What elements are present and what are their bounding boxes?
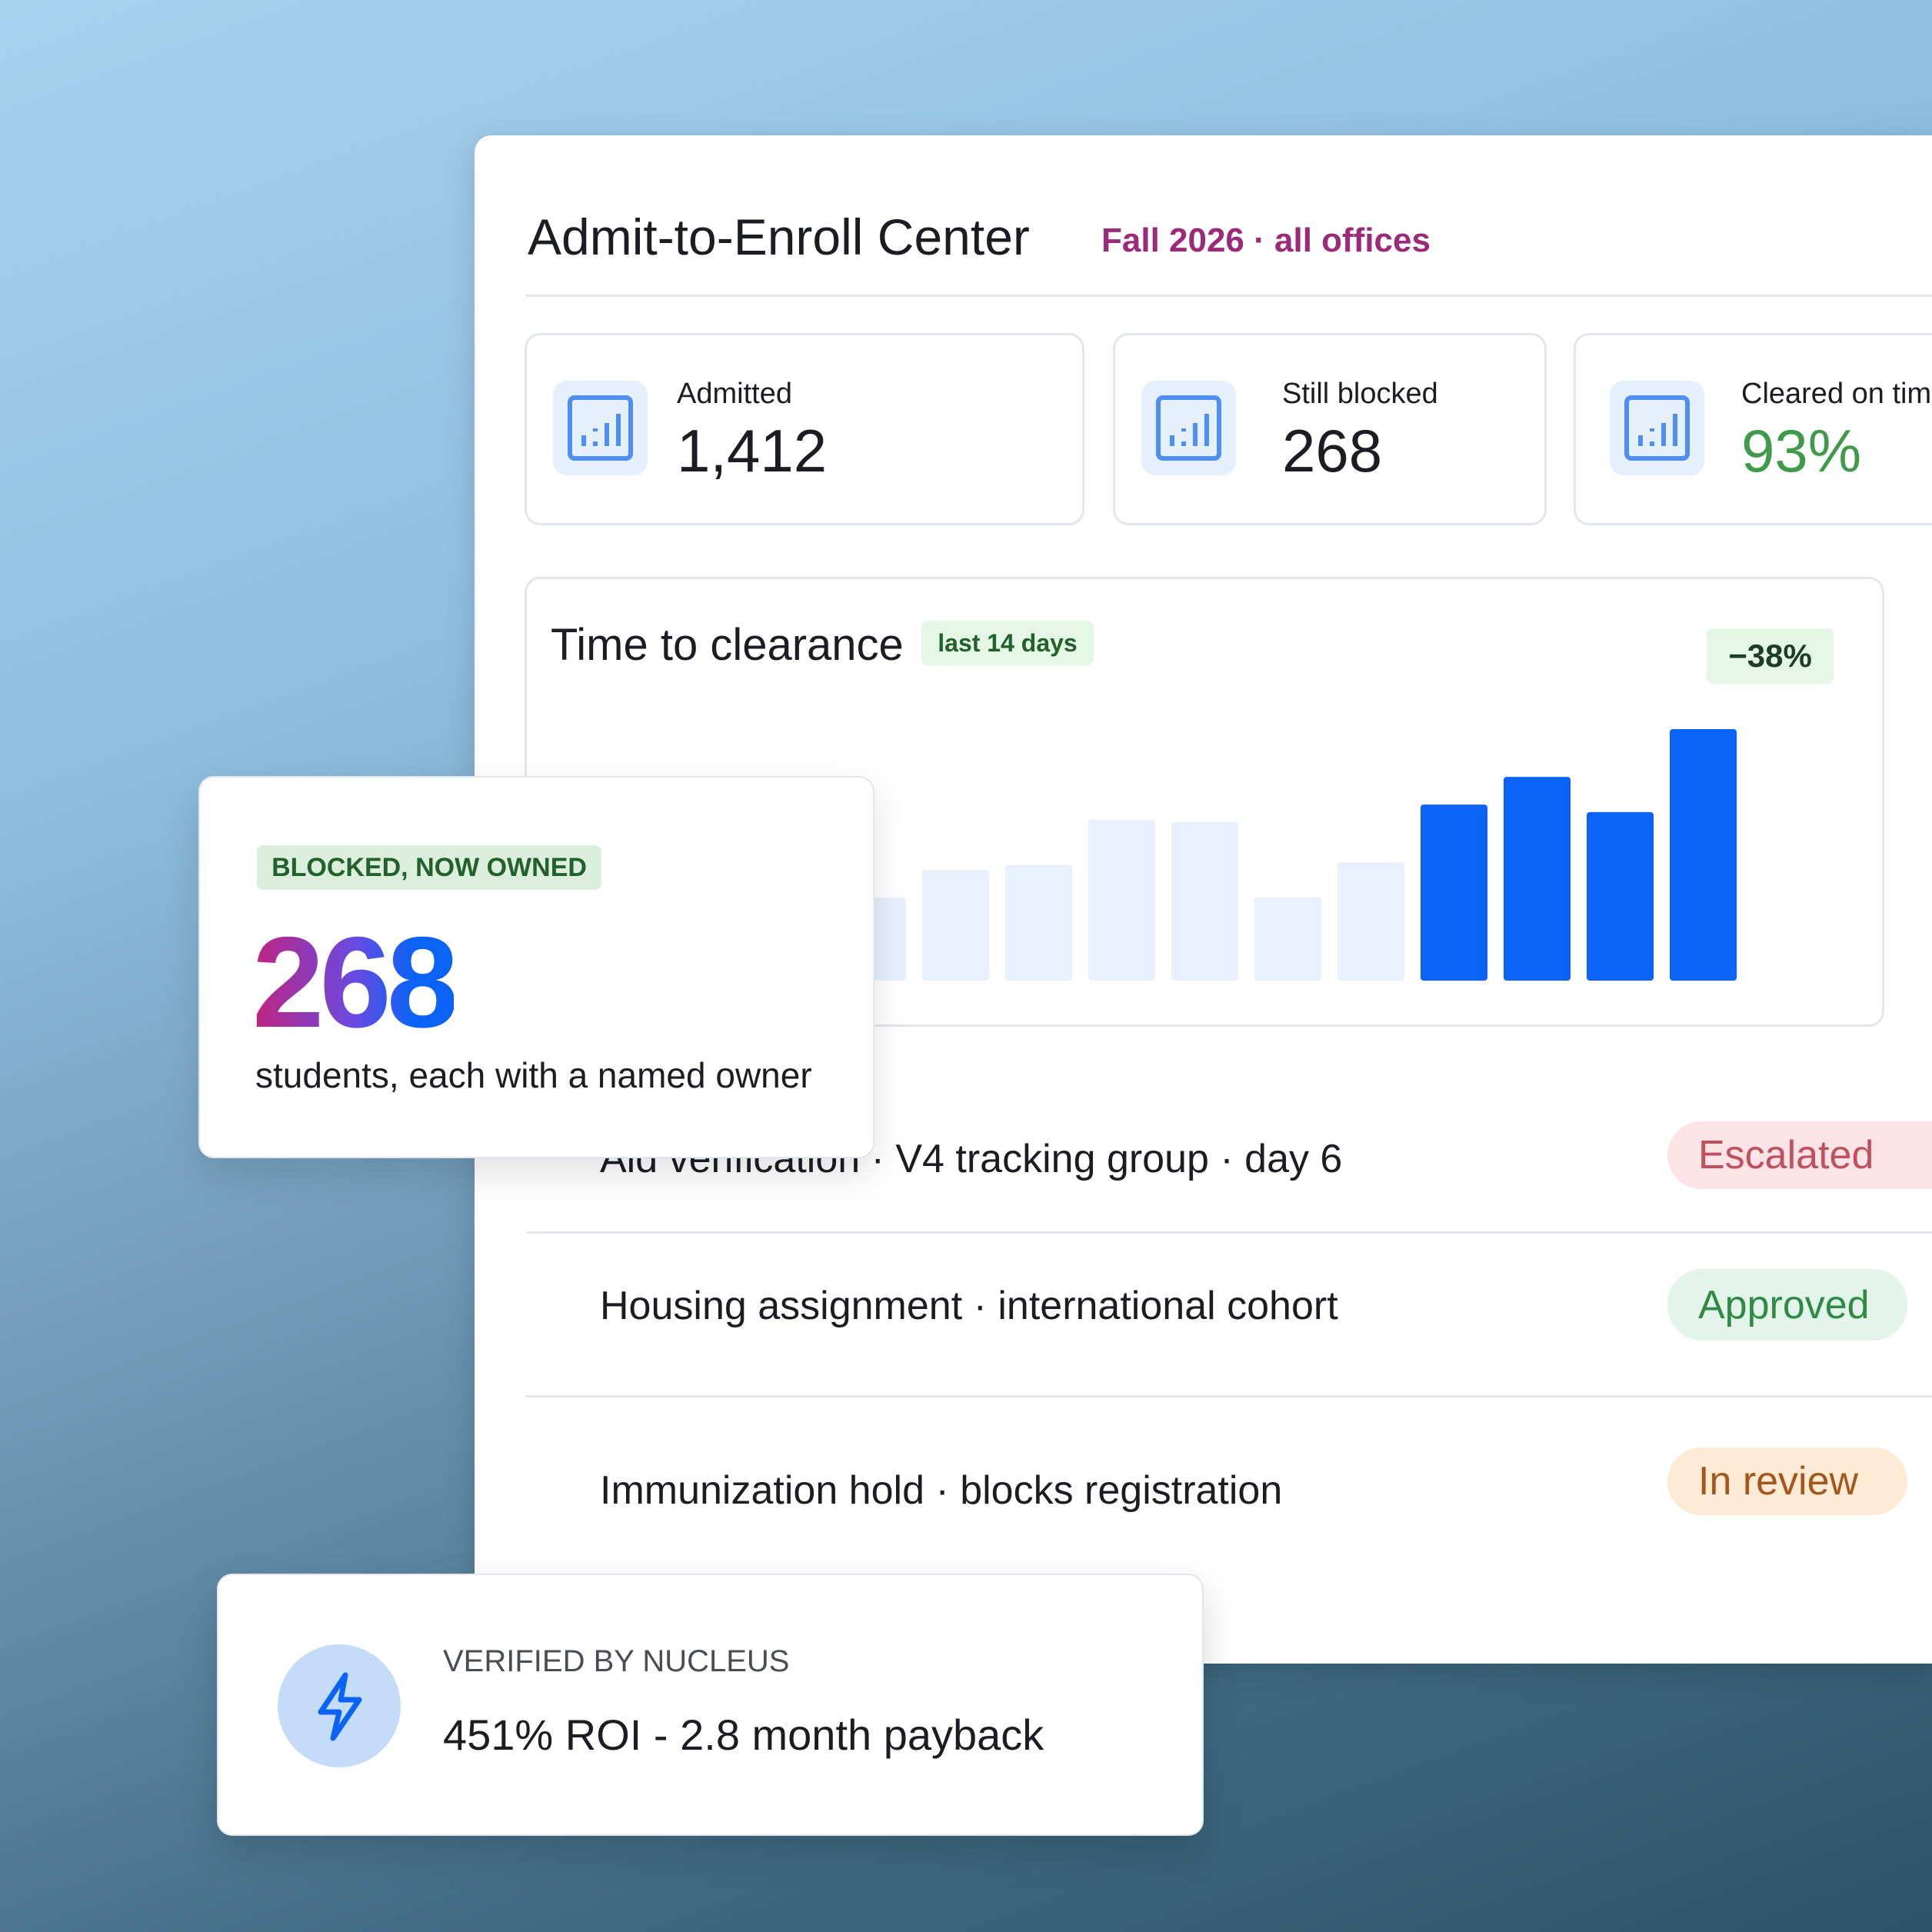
bar <box>1337 862 1404 981</box>
verified-card: VERIFIED BY NUCLEUS 451% ROI - 2.8 month… <box>217 1574 1204 1836</box>
stat-card: Admitted 1,412 <box>525 333 1084 525</box>
bar <box>1088 819 1155 981</box>
bar <box>1504 777 1571 981</box>
stat-value: 268 <box>1282 417 1383 485</box>
divider <box>526 295 1932 297</box>
bar <box>1171 821 1238 981</box>
bar <box>1254 898 1321 981</box>
stat-card: Still blocked 268 <box>1113 333 1547 525</box>
callout-card: BLOCKED, NOW OWNED 268 students, each wi… <box>198 776 874 1158</box>
status-pill: In review <box>1667 1447 1907 1515</box>
change-badge: −38% <box>1707 628 1834 684</box>
stat-value: 1,412 <box>677 417 828 485</box>
bar <box>922 870 989 981</box>
verified-label: VERIFIED BY NUCLEUS <box>443 1644 790 1678</box>
verified-text: 451% ROI - 2.8 month payback <box>443 1710 1044 1759</box>
bolt-icon <box>278 1644 401 1767</box>
stat-icon <box>1610 381 1704 475</box>
bar <box>1670 729 1737 981</box>
callout-value: 268 <box>252 908 458 1057</box>
bar <box>1587 811 1654 981</box>
stat-label: Still blocked <box>1282 378 1438 410</box>
stat-card: Cleared on time 93% <box>1574 333 1932 525</box>
stat-value: 93% <box>1741 417 1862 485</box>
row-text: Immunization hold · blocks registration <box>600 1468 1283 1513</box>
callout-caption: students, each with a named owner <box>255 1055 812 1095</box>
status-pill: Approved <box>1667 1269 1907 1341</box>
divider <box>526 1231 1932 1234</box>
subtitle: Fall 2026 · all offices <box>1101 222 1431 259</box>
stat-icon <box>553 381 648 475</box>
bar <box>1005 864 1072 981</box>
title: Admit-to-Enroll Center <box>528 208 1030 265</box>
callout-badge: BLOCKED, NOW OWNED <box>257 845 601 890</box>
row-text: Housing assignment · international cohor… <box>600 1284 1338 1328</box>
period-badge: last 14 days <box>921 621 1094 665</box>
stat-icon <box>1141 381 1236 475</box>
chart-title: Time to clearance <box>551 620 904 670</box>
stat-label: Admitted <box>677 378 792 410</box>
bar <box>1421 804 1487 981</box>
stat-label: Cleared on time <box>1741 378 1932 410</box>
status-pill: Escalated <box>1667 1121 1932 1189</box>
divider <box>526 1395 1932 1397</box>
